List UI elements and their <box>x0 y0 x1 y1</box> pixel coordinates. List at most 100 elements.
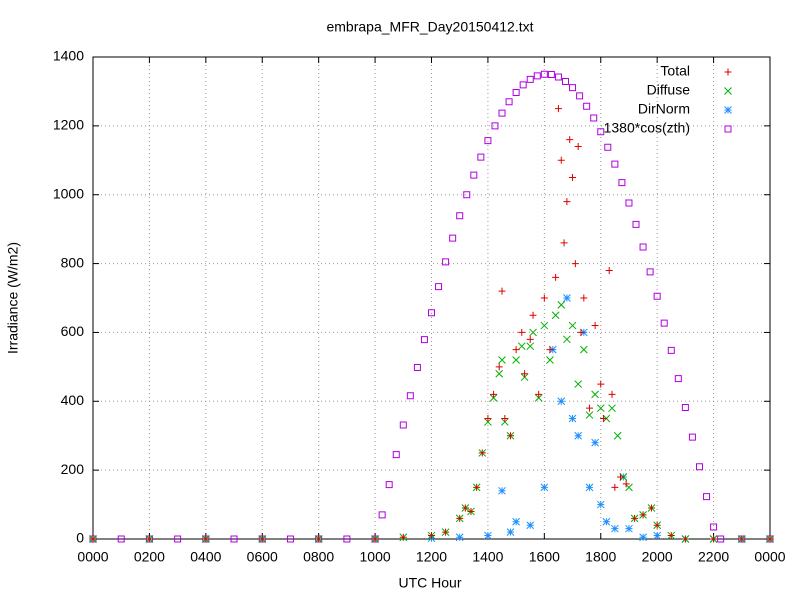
point <box>574 380 583 388</box>
point <box>506 432 514 440</box>
x-tick-label: 0600 <box>247 549 278 565</box>
y-tick-label: 800 <box>61 254 85 270</box>
point <box>585 404 593 412</box>
point <box>579 345 588 354</box>
point <box>526 521 535 530</box>
point <box>467 507 475 515</box>
point <box>498 287 506 295</box>
point <box>632 220 640 228</box>
point <box>583 102 591 110</box>
point <box>596 500 605 509</box>
legend-marker <box>724 68 732 76</box>
point <box>574 143 582 151</box>
point <box>498 109 506 117</box>
point <box>653 292 661 300</box>
point <box>399 421 407 429</box>
point <box>766 535 774 543</box>
point <box>557 397 566 406</box>
legend-marker <box>724 87 732 95</box>
point <box>653 521 661 529</box>
point <box>230 535 238 543</box>
point <box>145 535 153 543</box>
point <box>566 136 574 144</box>
point <box>710 523 718 531</box>
point <box>639 533 647 542</box>
point <box>526 342 535 351</box>
point <box>563 198 571 206</box>
point <box>577 328 585 336</box>
point <box>456 212 464 220</box>
point <box>533 72 541 80</box>
point <box>484 415 492 422</box>
point <box>597 128 605 136</box>
point <box>561 77 569 85</box>
point <box>568 414 577 423</box>
point <box>554 73 562 81</box>
legend-label: Diffuse <box>647 82 691 98</box>
point <box>529 328 537 337</box>
point <box>717 535 725 543</box>
point <box>602 517 611 526</box>
y-tick-label: 200 <box>61 461 85 477</box>
point <box>688 433 696 441</box>
point <box>551 311 560 320</box>
point <box>385 481 393 489</box>
point <box>596 404 605 413</box>
point <box>653 531 662 540</box>
x-tick-label: 2200 <box>698 549 729 565</box>
point <box>563 294 571 302</box>
point <box>392 451 400 459</box>
point <box>484 531 492 540</box>
point <box>591 322 599 330</box>
point <box>449 234 457 242</box>
point <box>495 363 503 371</box>
point <box>89 535 97 543</box>
point <box>202 535 210 543</box>
point <box>681 403 689 411</box>
legend-marker <box>724 106 732 114</box>
y-tick-label: 600 <box>61 323 85 339</box>
x-tick-label: 0800 <box>303 549 334 565</box>
point <box>498 486 506 495</box>
point <box>117 535 125 543</box>
point <box>540 483 549 492</box>
point <box>473 483 481 491</box>
point <box>501 415 509 422</box>
point <box>517 342 526 351</box>
point <box>681 535 689 543</box>
legend-label: 1380*cos(zth) <box>604 120 690 136</box>
legend-marker <box>724 125 732 133</box>
point <box>611 524 619 533</box>
point <box>526 75 534 83</box>
point <box>585 411 594 419</box>
point <box>512 517 520 526</box>
x-tick-label: 1000 <box>360 549 391 565</box>
point <box>613 431 622 440</box>
point <box>378 511 386 519</box>
point <box>540 321 549 330</box>
x-axis-label: UTC Hour <box>398 575 461 591</box>
point <box>710 535 718 543</box>
point <box>554 105 562 113</box>
point <box>667 532 675 540</box>
point <box>529 311 537 319</box>
point <box>574 431 583 440</box>
point <box>456 514 464 522</box>
point <box>470 171 478 179</box>
point <box>547 71 555 79</box>
point <box>600 415 608 422</box>
point <box>512 346 520 354</box>
y-tick-label: 0 <box>76 530 84 546</box>
point <box>608 404 616 413</box>
point <box>490 390 498 398</box>
point <box>660 319 668 327</box>
point <box>512 356 520 364</box>
point <box>498 356 506 364</box>
x-tick-label: 1600 <box>529 549 560 565</box>
point <box>540 70 548 78</box>
point <box>557 156 565 164</box>
point <box>618 179 626 187</box>
point <box>569 174 577 181</box>
point <box>568 321 577 330</box>
